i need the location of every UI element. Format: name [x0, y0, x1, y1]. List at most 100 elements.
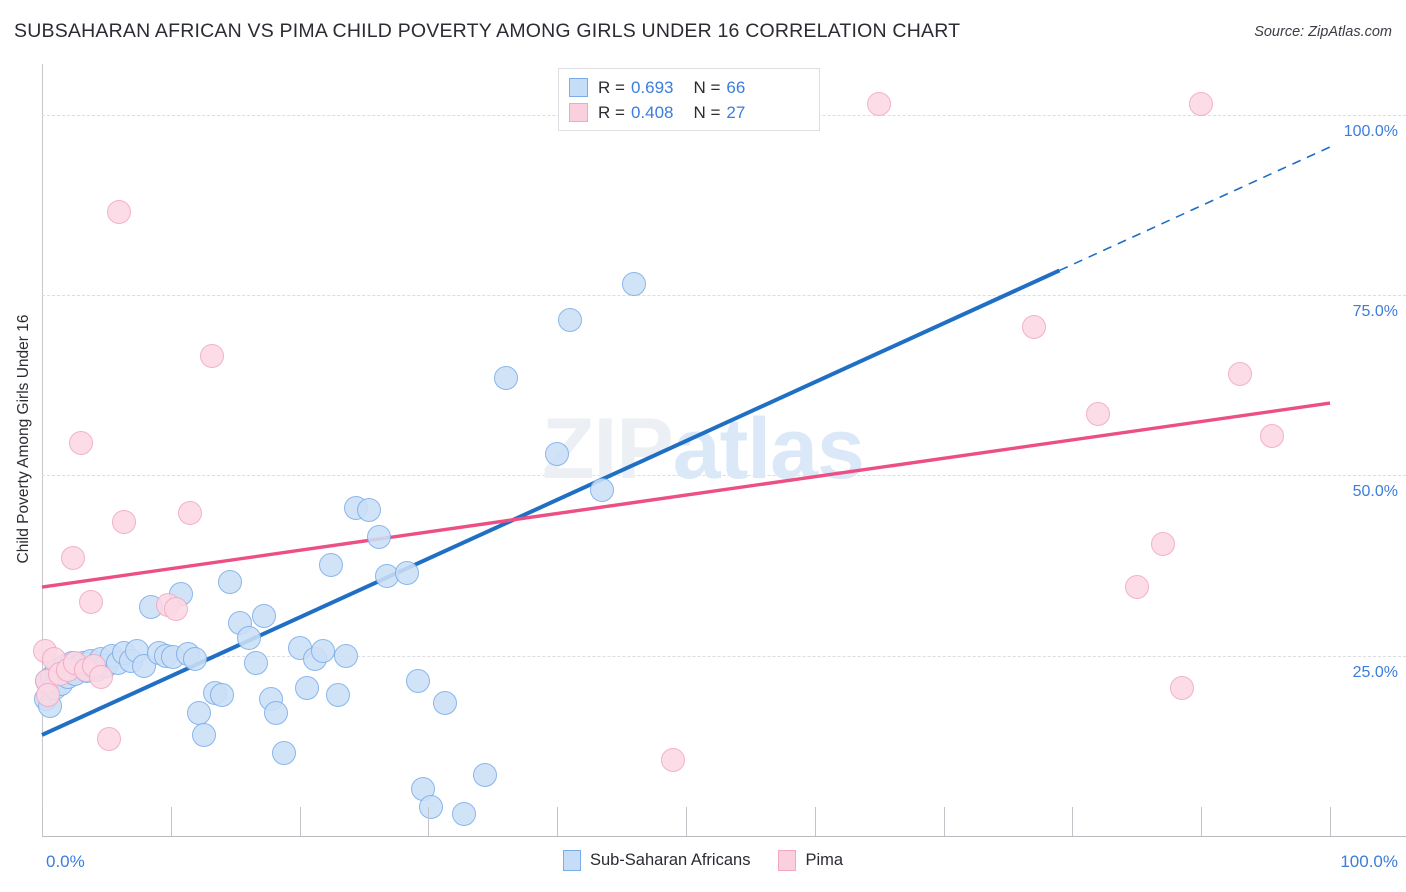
- x-axis-tick: [1201, 807, 1203, 836]
- n-value-blue: 66: [726, 77, 746, 97]
- scatter-point: [433, 690, 458, 715]
- scatter-point: [243, 650, 268, 675]
- scatter-point: [310, 639, 335, 664]
- scatter-point: [78, 589, 103, 614]
- scatter-point: [367, 524, 392, 549]
- y-axis-title: Child Poverty Among Girls Under 16: [15, 314, 32, 564]
- scatter-point: [68, 430, 93, 455]
- n-label-blue: N =: [693, 77, 721, 97]
- scatter-point: [318, 553, 343, 578]
- x-axis-max-label: 100.0%: [1340, 852, 1398, 871]
- scatter-point: [210, 683, 235, 708]
- n-value-pink: 27: [726, 102, 746, 122]
- x-axis-tick: [428, 807, 430, 836]
- scatter-point: [251, 603, 276, 628]
- x-axis-tick: [557, 807, 559, 836]
- scatter-point: [218, 570, 243, 595]
- x-axis-tick: [1330, 807, 1331, 836]
- scatter-point: [1124, 575, 1149, 600]
- x-axis-tick: [814, 807, 816, 836]
- scatter-point: [394, 560, 419, 585]
- scatter-point: [1260, 423, 1285, 448]
- stat-row-pink: R = 0.408 N = 27: [569, 100, 809, 125]
- x-axis-tick: [42, 807, 43, 836]
- legend-swatch-sub-saharan-africans: [569, 78, 588, 97]
- scatter-point: [1021, 315, 1046, 340]
- scatter-point: [131, 654, 156, 679]
- scatter-point: [326, 683, 351, 708]
- scatter-point: [89, 665, 114, 690]
- scatter-point: [192, 722, 217, 747]
- y-tick-label: 100.0%: [1343, 122, 1398, 140]
- x-axis-tick: [299, 807, 301, 836]
- scatter-point: [452, 802, 477, 827]
- x-axis-tick: [1072, 807, 1074, 836]
- legend-swatch-pima: [569, 103, 588, 122]
- legend-item-pima[interactable]: Pima: [778, 850, 843, 871]
- x-axis-tick: [943, 807, 945, 836]
- scatter-point: [1086, 401, 1111, 426]
- x-axis-tick: [170, 807, 172, 836]
- y-axis-line: [42, 64, 43, 836]
- n-label-pink: N =: [693, 102, 721, 122]
- trendlines: [41, 146, 1331, 737]
- r-label-pink: R =: [598, 102, 625, 122]
- scatter-point: [473, 762, 498, 787]
- scatter-point: [178, 500, 203, 525]
- scatter-point: [406, 668, 431, 693]
- x-axis-tick: [686, 807, 687, 836]
- scatter-point: [183, 646, 208, 671]
- scatter-point: [264, 701, 289, 726]
- scatter-point: [867, 91, 892, 116]
- scatter-point: [163, 596, 188, 621]
- scatter-point: [200, 344, 225, 369]
- gridline-50.0%: [42, 475, 1406, 477]
- gridline-75.0%: [42, 294, 1406, 296]
- scatter-point: [622, 272, 647, 297]
- legend-color-box-pink: [778, 850, 797, 871]
- y-tick-label: 25.0%: [1352, 663, 1398, 681]
- legend-label-sub-saharan-africans: Sub-Saharan Africans: [589, 851, 751, 869]
- scatter-point: [661, 748, 686, 773]
- r-label-blue: R =: [598, 77, 625, 97]
- gridline-25.0%: [42, 655, 1406, 657]
- scatter-point: [333, 643, 358, 668]
- source-attribution: Source: ZipAtlas.com: [1254, 24, 1392, 40]
- scatter-point: [36, 683, 61, 708]
- trendline-pima: [41, 401, 1331, 589]
- legend-item-sub-saharan-africans[interactable]: Sub-Saharan Africans: [562, 850, 751, 871]
- scatter-point: [493, 365, 518, 390]
- scatter-point: [295, 676, 320, 701]
- scatter-point: [112, 510, 137, 535]
- y-tick-label: 50.0%: [1352, 483, 1398, 501]
- scatter-point: [60, 546, 85, 571]
- r-value-blue: 0.693: [630, 77, 674, 97]
- series-legend: Sub-Saharan Africans Pima: [0, 850, 1406, 871]
- scatter-point: [418, 795, 443, 820]
- scatter-point: [545, 441, 570, 466]
- scatter-point: [1150, 531, 1175, 556]
- trendline-solid-sub-saharan-africans: [41, 268, 1061, 737]
- scatter-point: [272, 741, 297, 766]
- r-value-pink: 0.408: [630, 102, 674, 122]
- stat-row-blue: R = 0.693 N = 66: [569, 75, 809, 100]
- correlation-stats-legend: R = 0.693 N = 66 R = 0.408 N = 27: [558, 68, 820, 131]
- x-axis-min-label: 0.0%: [46, 852, 85, 871]
- scatter-point: [96, 726, 121, 751]
- scatter-point: [1189, 91, 1214, 116]
- plot-area: ZIPatlas: [32, 64, 1406, 836]
- scatter-point: [1227, 362, 1252, 387]
- page-title: SUBSAHARAN AFRICAN VS PIMA CHILD POVERTY…: [14, 20, 961, 42]
- scatter-point: [590, 477, 615, 502]
- legend-color-box-blue: [562, 850, 581, 871]
- scatter-point: [1169, 676, 1194, 701]
- scatter-point: [237, 625, 262, 650]
- scatter-point: [357, 497, 382, 522]
- scatter-point: [558, 308, 583, 333]
- legend-label-pima: Pima: [805, 851, 844, 869]
- scatter-point: [107, 199, 132, 224]
- scatter-point: [187, 701, 212, 726]
- y-tick-label: 75.0%: [1352, 302, 1398, 320]
- trendline-dashed-sub-saharan-africans: [1059, 146, 1331, 272]
